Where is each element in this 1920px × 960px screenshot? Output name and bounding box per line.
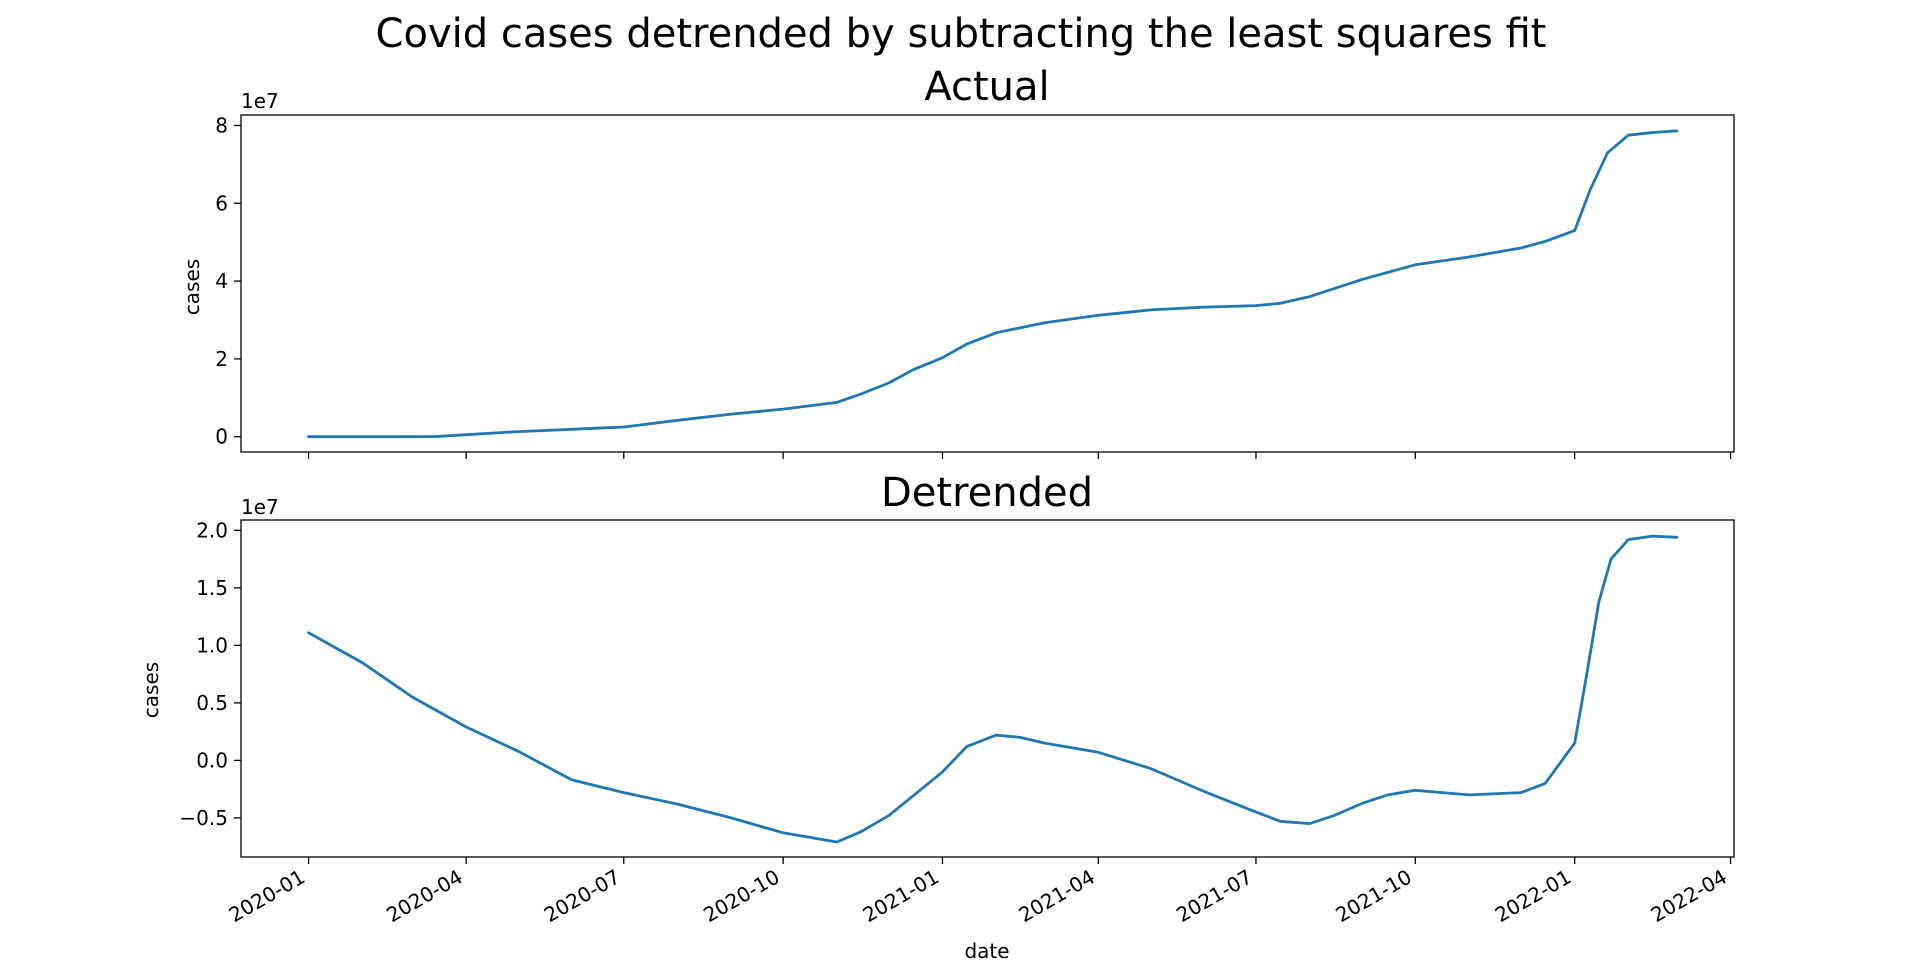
chart-suptitle: Covid cases detrended by subtracting the… [376, 11, 1547, 57]
x-tick-label: 2021-04 [1014, 865, 1098, 928]
actual-axes-frame [240, 114, 1735, 453]
x-tick-label: 2021-10 [1331, 865, 1415, 928]
actual-series-line [307, 129, 1679, 439]
detrended-title: Detrended [881, 470, 1093, 516]
x-tick-label: 2022-01 [1491, 865, 1575, 928]
x-axis-label: date [964, 939, 1009, 960]
detrended-series-line [307, 534, 1679, 844]
x-tick-label: 2020-01 [225, 865, 309, 928]
x-tick-label: 2022-04 [1647, 865, 1731, 928]
x-tick-label: 2021-07 [1172, 865, 1256, 928]
detrended-ylabel: cases [139, 662, 163, 718]
detrended-y-tick-label: 1.5 [196, 576, 228, 600]
actual-ylabel: cases [180, 259, 204, 315]
detrended-y-tick-label: −0.5 [179, 806, 228, 830]
actual-y-tick-label: 4 [215, 269, 228, 293]
detrended-offset-label: 1e7 [241, 495, 279, 519]
detrended-y-tick-label: 0.0 [196, 748, 228, 772]
detrended-y-tick-label: 2.0 [196, 518, 228, 542]
detrended-y-tick-label: 0.5 [196, 691, 228, 715]
actual-y-tick-label: 8 [215, 114, 228, 138]
x-tick-label: 2021-01 [859, 865, 943, 928]
actual-offset-label: 1e7 [241, 89, 279, 113]
x-tick-label: 2020-10 [699, 865, 783, 928]
actual-y-tick-label: 0 [215, 425, 228, 449]
detrended-y-tick-label: 1.0 [196, 633, 228, 657]
actual-y-tick-label: 2 [215, 347, 228, 371]
actual-title: Actual [924, 64, 1049, 110]
actual-plot-area: 0 2 4 6 8 [215, 114, 1735, 459]
x-tick-label: 2020-04 [382, 865, 466, 928]
actual-y-tick-label: 6 [215, 191, 228, 215]
detrended-plot-area: −0.5 0.0 0.5 1.0 1.5 2.0 2020-01 2020-04 2020-07… [179, 518, 1735, 928]
x-tick-label: 2020-07 [540, 865, 624, 928]
detrended-axes-frame [240, 519, 1735, 858]
